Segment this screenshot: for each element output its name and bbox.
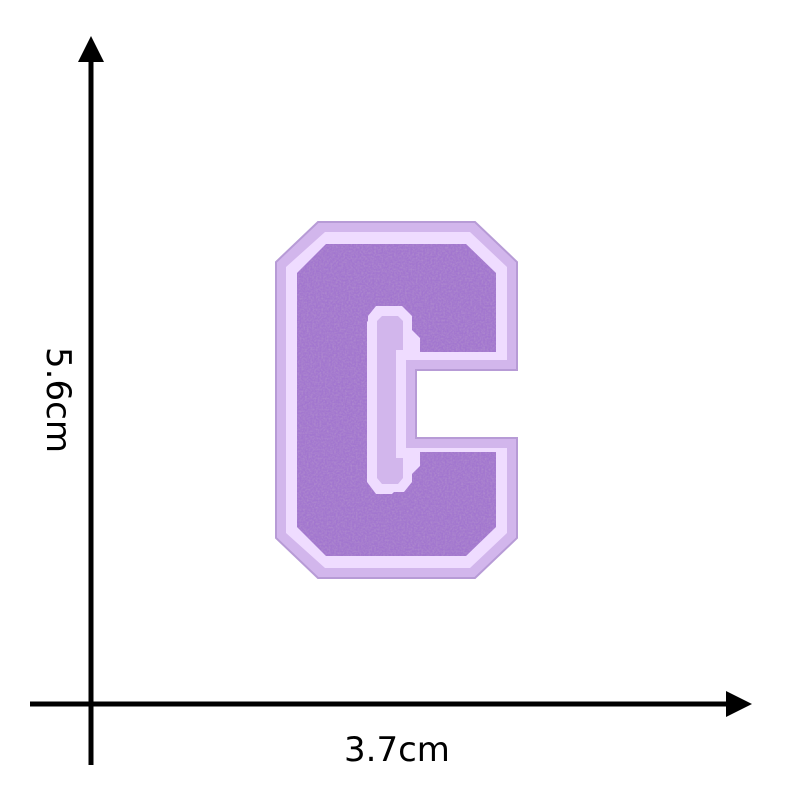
dimension-axes	[30, 36, 752, 765]
x-axis-arrow-icon	[726, 691, 752, 717]
y-axis-arrow-icon	[78, 36, 104, 62]
patch-inner-felt	[377, 316, 403, 484]
patch-chenille-texture	[297, 244, 496, 556]
letter-c-patch	[275, 221, 518, 579]
height-dimension-label: 5.6cm	[38, 347, 78, 453]
width-dimension-label: 3.7cm	[344, 730, 450, 770]
